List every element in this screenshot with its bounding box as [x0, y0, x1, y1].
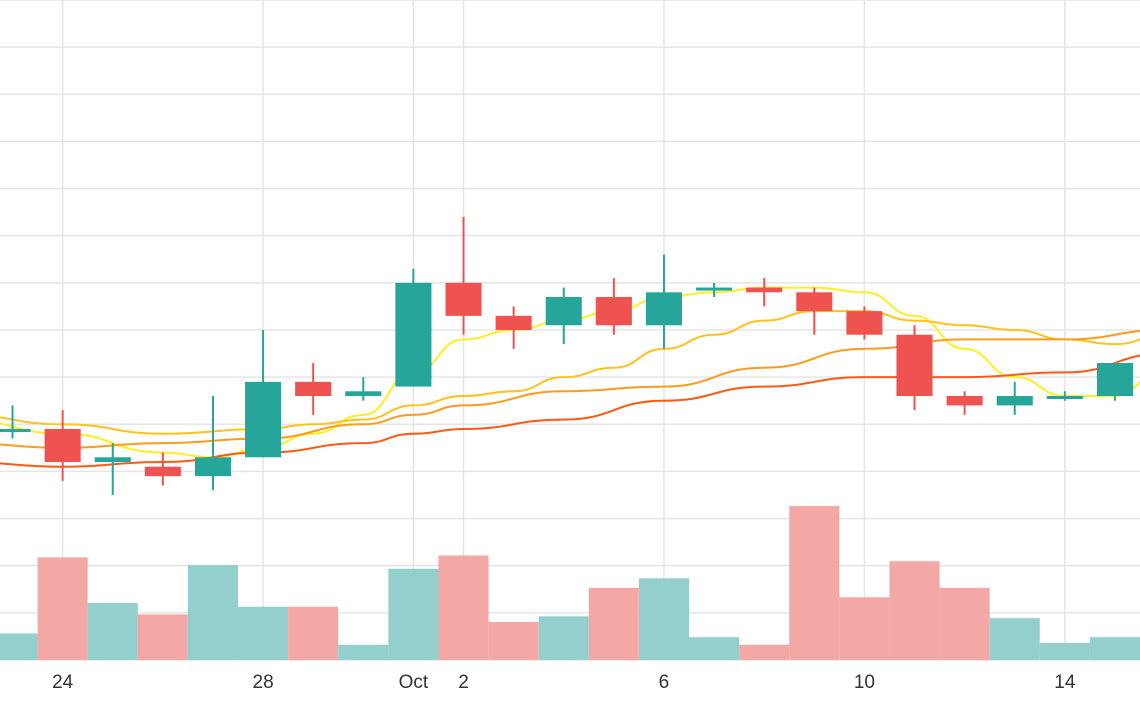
candle-body — [645, 292, 682, 326]
candle — [194, 396, 232, 491]
candle-body — [1046, 396, 1083, 399]
volume-bar — [989, 618, 1040, 660]
candle-body — [946, 396, 983, 406]
candle — [896, 325, 933, 411]
x-tick-label: 6 — [659, 672, 670, 693]
candle — [796, 287, 833, 335]
candle-body — [495, 315, 532, 330]
moving-average-line — [0, 354, 1140, 468]
grid — [0, 0, 1140, 661]
volume-bar — [1039, 642, 1090, 660]
volume-bar — [388, 568, 439, 660]
candle — [94, 443, 131, 495]
candle-body — [896, 334, 933, 396]
x-tick-label: 14 — [1054, 672, 1076, 693]
volume-bars — [0, 506, 1140, 660]
candle — [395, 268, 432, 387]
candle-body — [194, 457, 232, 477]
candle — [846, 306, 883, 340]
candle-body — [295, 381, 332, 396]
x-tick-label: 28 — [253, 672, 274, 693]
x-tick-label: 10 — [854, 672, 875, 693]
candles — [0, 216, 1133, 495]
x-axis: 24 28 Oct 2 6 10 14 — [52, 672, 1076, 693]
volume-bar — [137, 614, 188, 660]
volume-bar — [739, 644, 790, 660]
volume-bar — [588, 587, 639, 660]
volume-bar — [789, 506, 840, 660]
volume-bar — [889, 561, 940, 660]
x-tick-label: 2 — [458, 672, 469, 693]
candle — [44, 410, 81, 481]
candle-body — [345, 391, 382, 396]
volume-bar — [187, 565, 239, 660]
candle-body — [796, 292, 833, 312]
volume-bar — [1089, 637, 1140, 660]
volume-bar — [638, 578, 690, 660]
volume-bar — [338, 644, 389, 660]
candle-body — [996, 396, 1033, 406]
candle — [696, 282, 733, 297]
candle-body — [445, 282, 482, 316]
volume-bar — [538, 616, 589, 660]
candle — [946, 391, 983, 415]
candle — [746, 278, 783, 307]
candle-body — [545, 297, 582, 326]
candle — [996, 381, 1033, 415]
candle — [144, 452, 181, 486]
candle-body — [245, 381, 282, 458]
volume-bar — [438, 555, 489, 660]
candle — [545, 287, 582, 345]
candle — [0, 405, 31, 439]
volume-bar — [839, 597, 890, 660]
volume-bar — [689, 637, 740, 660]
volume-bar — [87, 603, 138, 660]
x-tick-label: 24 — [52, 672, 74, 693]
volume-bar — [238, 606, 289, 660]
candle — [495, 306, 532, 349]
moving-average-line — [0, 330, 1140, 449]
candle — [1096, 363, 1133, 401]
volume-bar — [488, 622, 539, 660]
candle-body — [395, 282, 432, 387]
candle — [1046, 391, 1083, 401]
candle-body — [595, 297, 632, 326]
volume-bar — [288, 606, 339, 660]
candle — [595, 278, 632, 335]
candle-body — [696, 287, 733, 291]
candle — [295, 363, 332, 415]
candle-body — [746, 287, 783, 293]
x-tick-label: Oct — [399, 672, 429, 693]
candle — [345, 377, 382, 401]
candle-body — [144, 466, 181, 477]
volume-bar — [939, 587, 990, 660]
candle-body — [0, 429, 31, 432]
candle — [645, 254, 682, 349]
candle — [245, 330, 282, 458]
candle-body — [846, 311, 883, 335]
volume-bar — [37, 557, 88, 660]
volume-bar — [0, 633, 38, 660]
candle-body — [1096, 363, 1133, 396]
candle-body — [44, 429, 81, 462]
candle — [445, 216, 482, 335]
candle-body — [94, 457, 131, 462]
